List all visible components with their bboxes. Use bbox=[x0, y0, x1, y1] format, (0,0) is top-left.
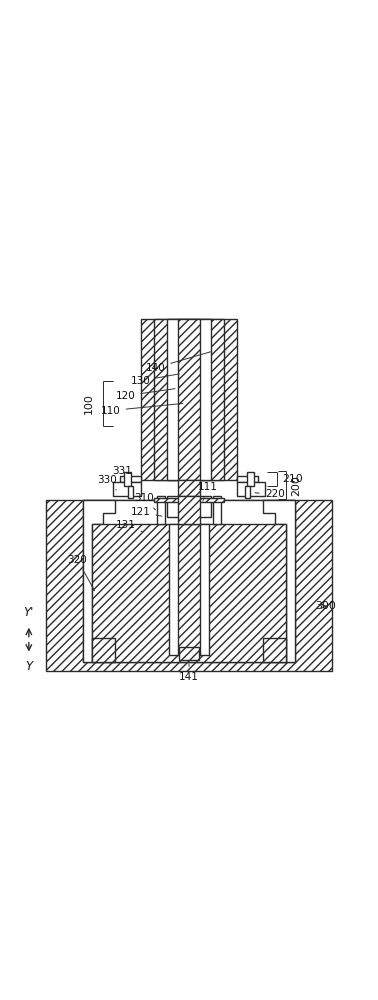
Text: Y': Y' bbox=[24, 606, 34, 619]
Text: 140: 140 bbox=[146, 352, 211, 373]
Text: 220: 220 bbox=[255, 489, 285, 499]
Polygon shape bbox=[127, 486, 133, 498]
Bar bbox=[92, 524, 286, 662]
Polygon shape bbox=[247, 472, 254, 486]
Text: 131: 131 bbox=[116, 520, 143, 532]
Bar bbox=[178, 647, 200, 660]
Bar bbox=[46, 500, 332, 671]
Polygon shape bbox=[245, 486, 251, 498]
Text: 320: 320 bbox=[67, 555, 94, 591]
Text: 111: 111 bbox=[198, 482, 218, 501]
Text: 210: 210 bbox=[282, 474, 303, 484]
Text: 121: 121 bbox=[131, 507, 162, 517]
Bar bbox=[178, 524, 200, 655]
Polygon shape bbox=[178, 319, 200, 480]
Text: Y: Y bbox=[25, 660, 33, 673]
Polygon shape bbox=[157, 496, 165, 524]
Bar bbox=[83, 500, 295, 662]
Polygon shape bbox=[153, 319, 225, 480]
Bar bbox=[178, 480, 200, 496]
Bar bbox=[153, 498, 225, 502]
Text: 110: 110 bbox=[101, 403, 183, 416]
Polygon shape bbox=[113, 482, 141, 496]
Polygon shape bbox=[237, 476, 258, 482]
Bar bbox=[178, 496, 200, 524]
Polygon shape bbox=[263, 500, 295, 662]
Bar bbox=[167, 496, 211, 517]
Polygon shape bbox=[167, 319, 211, 480]
Text: 331: 331 bbox=[112, 466, 132, 479]
Polygon shape bbox=[124, 472, 131, 486]
Text: 330: 330 bbox=[97, 475, 117, 490]
Bar bbox=[263, 638, 286, 662]
Text: 120: 120 bbox=[116, 389, 175, 401]
Polygon shape bbox=[141, 319, 237, 480]
Text: 100: 100 bbox=[84, 393, 93, 414]
Bar bbox=[169, 524, 209, 655]
Text: 141: 141 bbox=[179, 664, 199, 682]
Polygon shape bbox=[120, 476, 141, 482]
Polygon shape bbox=[237, 482, 265, 496]
Text: 300: 300 bbox=[316, 601, 336, 611]
Polygon shape bbox=[213, 496, 221, 524]
Text: 130: 130 bbox=[131, 374, 180, 386]
Polygon shape bbox=[83, 500, 115, 662]
Bar bbox=[92, 638, 115, 662]
Text: 200: 200 bbox=[291, 475, 301, 496]
Text: 310: 310 bbox=[135, 493, 155, 510]
